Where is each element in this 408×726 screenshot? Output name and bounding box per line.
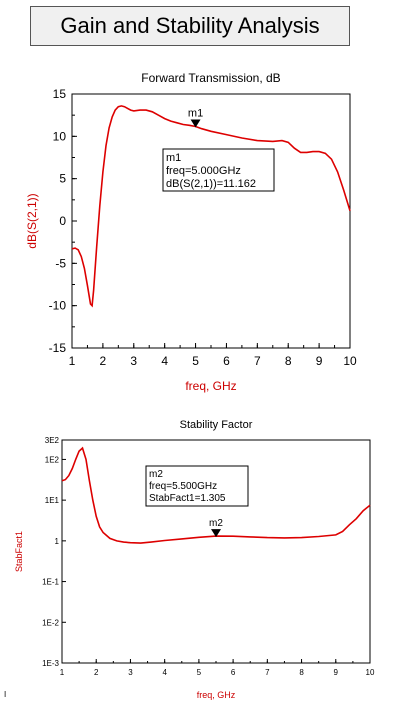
y-tick-label: 1E2 [45,455,60,464]
y-tick-label: 15 [53,87,67,101]
marker-readout-box [162,148,275,192]
y-tick-label: 1 [55,537,60,546]
x-tick-label: 2 [100,354,107,368]
marker-readout-line: dB(S(2,1))=11.162 [166,178,256,190]
y-tick-label: 1E1 [45,496,60,505]
x-tick-label: 9 [334,668,339,677]
y-axis-label: dB(S(2,1)) [25,193,39,248]
x-tick-label: 6 [231,668,236,677]
x-tick-label: 2 [94,668,99,677]
marker-readout-line: freq=5.000GHz [166,165,241,177]
y-tick-label: -15 [49,341,67,355]
x-tick-label: 8 [285,354,292,368]
y-tick-label: 10 [53,129,67,143]
x-tick-label: 10 [366,668,375,677]
x-tick-label: 10 [343,354,357,368]
marker-readout-box [145,465,249,507]
chart-title: Stability Factor [180,419,253,431]
x-axis-label: freq, GHz [185,379,236,393]
x-tick-label: 7 [254,354,261,368]
x-axis-label: freq, GHz [197,690,236,700]
y-tick-label: 1E-2 [42,618,59,627]
marker-label: m1 [188,107,203,119]
edge-mark: I [4,690,6,699]
marker-readout-line: StabFact1=1.305 [149,493,226,504]
marker-readout-line: m1 [166,152,181,164]
x-tick-label: 5 [197,668,202,677]
x-tick-label: 9 [316,354,323,368]
marker-triangle [190,119,201,128]
chart-title: Forward Transmission, dB [141,71,280,85]
y-tick-label: 1E-1 [42,578,59,587]
marker-readout-line: m2 [149,469,163,480]
x-tick-label: 7 [265,668,270,677]
marker-label: m2 [209,518,223,529]
marker-triangle [211,529,221,538]
x-tick-label: 6 [223,354,230,368]
x-tick-label: 1 [69,354,76,368]
y-tick-label: -5 [55,256,66,270]
y-tick-label: 3E2 [45,436,60,445]
x-tick-label: 4 [162,668,167,677]
x-tick-label: 8 [299,668,304,677]
marker-readout-line: freq=5.500GHz [149,481,217,492]
x-tick-label: 5 [192,354,199,368]
x-tick-label: 1 [60,668,65,677]
series-line [71,105,351,308]
series-line [61,446,371,544]
x-tick-label: 3 [128,668,133,677]
y-tick-label: -10 [49,299,67,313]
y-tick-label: 0 [59,214,66,228]
page-title: Gain and Stability Analysis [30,6,350,46]
x-tick-label: 3 [130,354,137,368]
x-tick-label: 4 [161,354,168,368]
y-tick-label: 5 [59,172,66,186]
y-axis-label: StabFact1 [14,531,24,572]
y-tick-label: 1E-3 [42,659,59,668]
